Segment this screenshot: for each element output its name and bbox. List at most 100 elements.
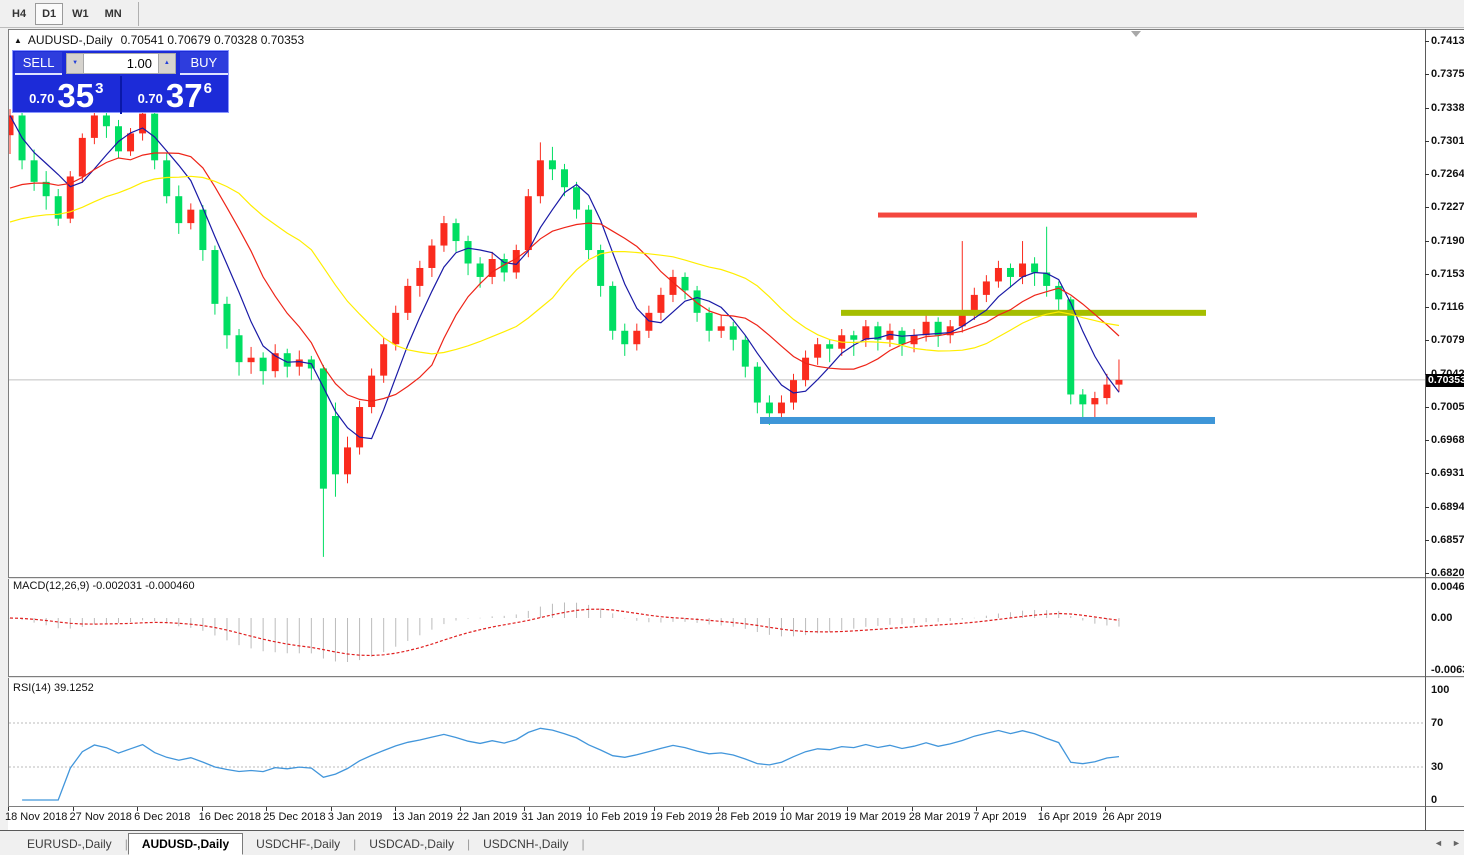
timeframe-button-mn[interactable]: MN [104, 7, 122, 20]
tab-separator: | [124, 836, 128, 851]
macd-signal-line [9, 608, 1120, 657]
ma-mid-line [9, 152, 1120, 402]
tab-scroll-left-icon[interactable]: ◄ [1434, 838, 1443, 848]
date-axis-tick [330, 807, 332, 811]
tab-separator: | [466, 836, 471, 851]
price-axis-tick [1425, 41, 1429, 42]
volume-increase-icon[interactable]: ▲ [158, 53, 176, 74]
rsi-axis-label: 30 [1431, 761, 1444, 773]
macd-splitter[interactable] [8, 577, 1464, 578]
price-axis-border [1425, 29, 1426, 831]
date-axis-tick [1040, 807, 1042, 811]
date-axis-tick [847, 807, 849, 811]
chart-window [8, 29, 1464, 831]
date-axis-tick [395, 807, 397, 811]
collapse-panel-icon[interactable]: ▲ [14, 36, 22, 45]
price-axis-tick [1425, 473, 1429, 475]
date-axis-tick [524, 807, 526, 811]
date-axis-label: 28 Feb 2019 [715, 811, 777, 823]
resistance-line [878, 212, 1197, 218]
date-axis-label: 3 Jan 2019 [327, 811, 383, 823]
date-axis-label: 10 Feb 2019 [585, 811, 648, 823]
date-axis-tick [911, 807, 913, 811]
macd-axis-label: 0.00 [1431, 612, 1453, 624]
volume-decrease-icon[interactable]: ▼ [66, 53, 84, 74]
symbol-tab-eurusd[interactable]: EURUSD-,Daily [27, 836, 112, 851]
price-chart-canvas[interactable] [9, 30, 1425, 577]
tab-separator: | [353, 836, 357, 851]
date-axis-label: 7 Apr 2019 [973, 811, 1027, 823]
price-axis-tick [1425, 107, 1429, 109]
ohlc-values: 0.70541 0.70679 0.70328 0.70353 [120, 33, 305, 47]
toolbar-divider [137, 1, 139, 26]
date-axis-label: 16 Apr 2019 [1037, 811, 1098, 823]
date-axis-label: 16 Dec 2018 [198, 811, 262, 823]
buy-button[interactable]: BUY [179, 52, 228, 75]
symbol-tab-usdcnh[interactable]: USDCNH-,Daily [483, 836, 569, 851]
price-axis-tick [1425, 140, 1429, 142]
price-axis-tick [1425, 340, 1429, 342]
timeframe-button-w1[interactable]: W1 [72, 7, 89, 20]
date-axis-tick [137, 807, 139, 811]
rsi-axis-label: 70 [1431, 717, 1444, 729]
symbol-period-label: AUDUSD-,Daily [27, 33, 113, 47]
date-axis-label: 31 Jan 2019 [521, 811, 582, 823]
date-axis-label: 19 Mar 2019 [844, 811, 906, 823]
date-axis-tick [976, 807, 978, 811]
buy-price-display[interactable]: 0.70 37 6 [137, 77, 212, 114]
price-axis-tick [1425, 74, 1429, 76]
chart-shift-marker-icon[interactable] [1131, 31, 1141, 37]
date-axis-tick [72, 807, 74, 811]
macd-values: -0.002031 -0.000460 [92, 580, 195, 592]
volume-input[interactable] [84, 53, 158, 74]
symbol-tab-bar: EURUSD-,Daily | AUDUSD-,Daily USDCHF-,Daily… [0, 832, 1464, 855]
price-axis-tick [1425, 573, 1429, 574]
date-axis-tick [718, 807, 720, 811]
date-axis-tick [459, 807, 461, 811]
current-price-tag: 0.70353 [1426, 373, 1464, 387]
rsi-value: 39.1252 [53, 682, 94, 694]
date-axis-tick [782, 807, 784, 811]
date-axis[interactable]: 18 Nov 2018 27 Nov 2018 6 Dec 2018 16 Dec 2… [5, 807, 1425, 831]
chart-title: ▲ AUDUSD-,Daily 0.70541 0.70679 0.70328 0.… [14, 33, 304, 47]
rsi-splitter[interactable] [8, 676, 1464, 677]
sell-price-display[interactable]: 0.70 35 3 [13, 76, 122, 114]
date-axis-tick [201, 807, 203, 811]
date-axis-label: 25 Dec 2018 [263, 811, 326, 823]
symbol-tab-usdchf[interactable]: USDCHF-,Daily [256, 836, 341, 851]
timeframe-button-h4[interactable]: H4 [12, 7, 27, 20]
date-axis-tick [653, 807, 655, 811]
timeframe-button-d1[interactable]: D1 [35, 2, 64, 25]
price-axis-tick [1425, 240, 1429, 242]
date-axis-tick [8, 807, 9, 811]
price-axis-tick [1425, 174, 1429, 175]
price-axis-tick [1425, 207, 1429, 209]
date-axis-label: 27 Nov 2018 [69, 811, 132, 823]
date-axis-tick [588, 807, 590, 811]
rsi-axis-label: 0 [1431, 794, 1438, 806]
macd-canvas[interactable] [9, 579, 1425, 676]
tab-scroll-right-icon[interactable]: ► [1452, 838, 1461, 848]
ma-slow-line [9, 175, 1120, 355]
rsi-axis-label: 100 [1431, 684, 1450, 696]
timeframe-toolbar: H4 D1 W1 MN [0, 0, 1464, 28]
date-axis-line [8, 806, 1464, 807]
price-axis-tick [1425, 440, 1429, 441]
sell-button[interactable]: SELL [15, 52, 63, 75]
date-axis-label: 22 Jan 2019 [456, 811, 518, 823]
price-axis-tick [1425, 273, 1429, 275]
symbol-tab-audusd[interactable]: AUDUSD-,Daily [127, 832, 244, 855]
date-axis-label: 13 Jan 2019 [392, 811, 453, 823]
symbol-tab-usdcad[interactable]: USDCAD-,Daily [369, 836, 454, 851]
price-axis-tick [1425, 307, 1429, 308]
rsi-canvas[interactable] [9, 678, 1425, 806]
